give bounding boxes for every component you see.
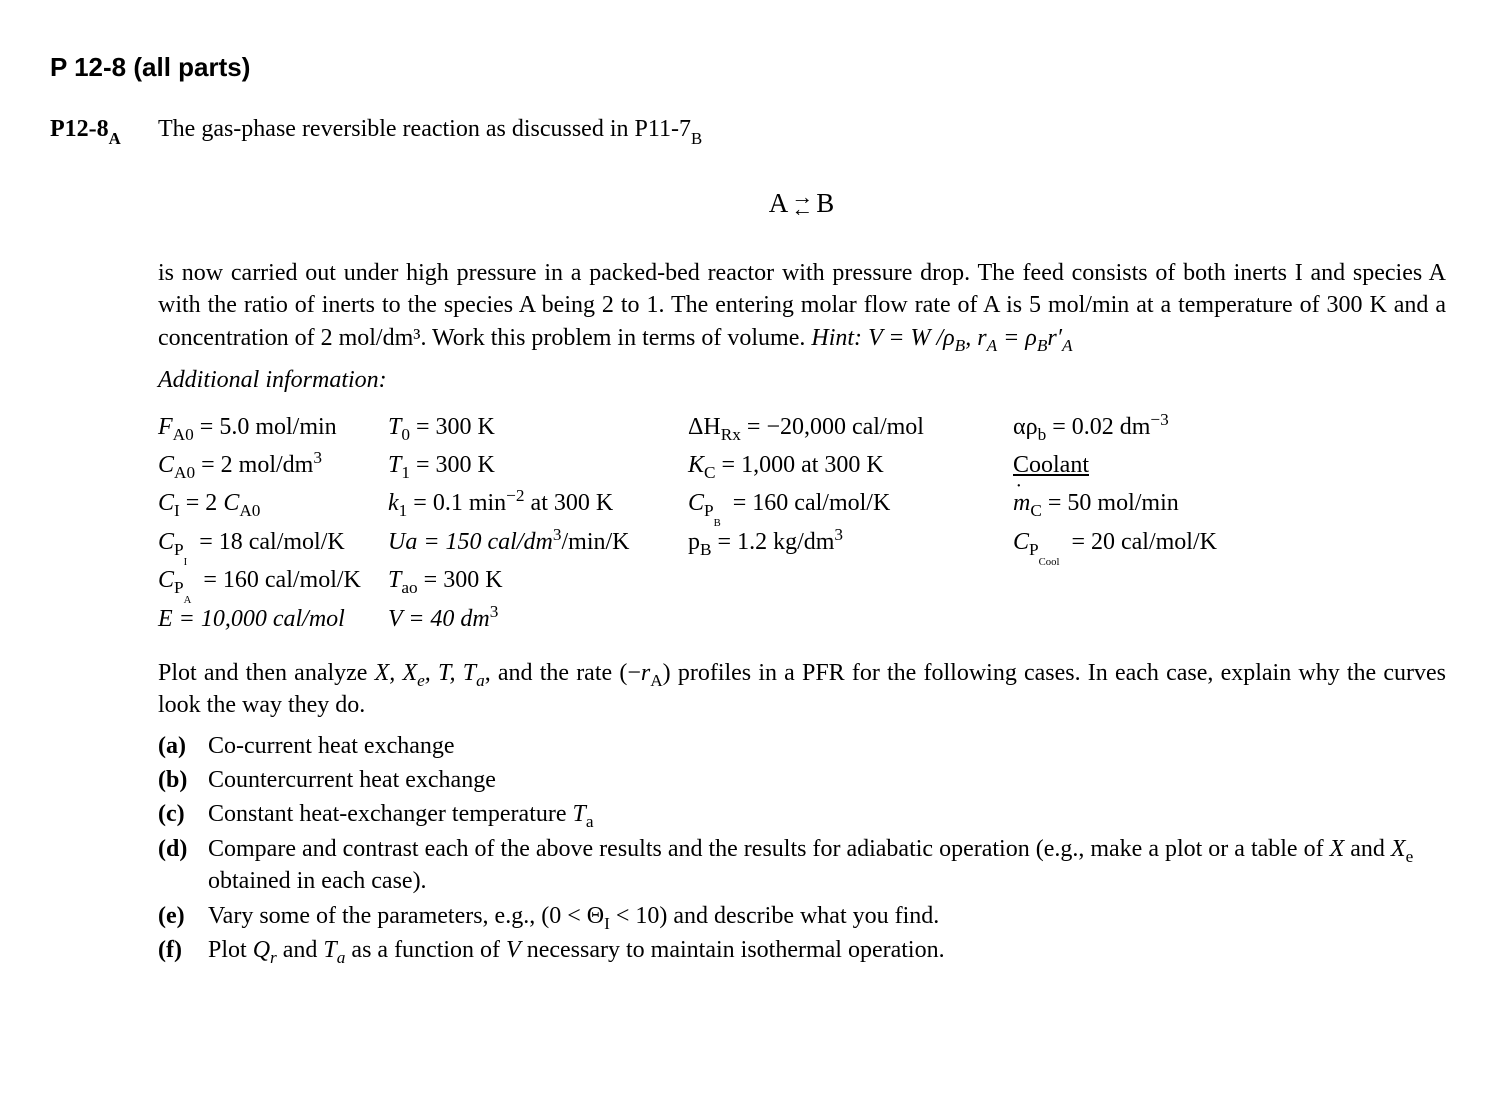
info-V: V = 40 dm3 (388, 603, 678, 635)
info-mc: mC = 50 mol/min (1013, 487, 1273, 519)
info-k1: k1 = 0.1 min−2 at 300 K (388, 487, 678, 519)
reaction-equation: A→←B (158, 185, 1446, 221)
eq-species-a: A (769, 188, 790, 218)
info-Tao: Tao = 300 K (388, 564, 678, 596)
part-c: (c) Constant heat-exchanger temperature … (158, 798, 1446, 830)
intro-text: The gas-phase reversible reaction as dis… (158, 116, 691, 142)
info-FA0: FA0 = 5.0 mol/min (158, 411, 378, 443)
info-CpCool: CPCool = 20 cal/mol/K (1013, 526, 1273, 558)
part-label: (b) (158, 764, 208, 796)
problem-id: P12-8A (50, 113, 158, 148)
problem-reference: P 12-8 (all parts) (50, 50, 1446, 85)
info-dHRx: ΔHRx = −20,000 cal/mol (688, 411, 1003, 443)
problem-id-prefix: P12-8 (50, 116, 109, 142)
info-CpI: CPI = 18 cal/mol/K (158, 526, 378, 558)
part-label: (c) (158, 798, 208, 830)
info-T0: T0 = 300 K (388, 411, 678, 443)
part-label: (d) (158, 833, 208, 898)
additional-info-heading: Additional information: (158, 364, 1446, 396)
part-f: (f) Plot Qr and Ta as a function of V ne… (158, 934, 1446, 966)
info-KC: KC = 1,000 at 300 K (688, 449, 1003, 481)
part-text: Vary some of the parameters, e.g., (0 < … (208, 900, 1446, 932)
part-e: (e) Vary some of the parameters, e.g., (… (158, 900, 1446, 932)
hint-label: Hint: (811, 325, 862, 351)
task-paragraph: Plot and then analyze X, Xe, T, Ta, and … (158, 657, 1446, 722)
intro-line: The gas-phase reversible reaction as dis… (158, 113, 1446, 148)
info-CpA: CPA = 160 cal/mol/K (158, 564, 378, 596)
info-coolant-heading: Coolant (1013, 449, 1273, 481)
info-grid: FA0 = 5.0 mol/min T0 = 300 K ΔHRx = −20,… (158, 411, 1446, 635)
problem-row: P12-8A The gas-phase reversible reaction… (50, 113, 1446, 968)
part-text: Plot Qr and Ta as a function of V necess… (208, 934, 1446, 966)
info-Ua: Ua = 150 cal/dm3/min/K (388, 526, 678, 558)
hint-eq: V = W /ρB, rA = ρBr′A (868, 325, 1072, 351)
part-text: Co-current heat exchange (208, 730, 1446, 762)
problem-id-sub: A (109, 129, 121, 148)
part-label: (f) (158, 934, 208, 966)
part-d: (d) Compare and contrast each of the abo… (158, 833, 1446, 898)
info-E: E = 10,000 cal/mol (158, 603, 378, 635)
part-a: (a) Co-current heat exchange (158, 730, 1446, 762)
problem-paragraph: is now carried out under high pressure i… (158, 257, 1446, 354)
info-T1: T1 = 300 K (388, 449, 678, 481)
info-alpha-rho: αρb = 0.02 dm−3 (1013, 411, 1273, 443)
info-CI: CI = 2 CA0 (158, 487, 378, 519)
info-pB: pB = 1.2 kg/dm3 (688, 526, 1003, 558)
info-CpB: CPB = 160 cal/mol/K (688, 487, 1003, 519)
problem-body: The gas-phase reversible reaction as dis… (158, 113, 1446, 968)
info-CA0: CA0 = 2 mol/dm3 (158, 449, 378, 481)
reversible-arrow-icon: →← (791, 191, 814, 215)
part-label: (a) (158, 730, 208, 762)
part-text: Constant heat-exchanger temperature Ta (208, 798, 1446, 830)
part-text: Compare and contrast each of the above r… (208, 833, 1446, 898)
part-text: Countercurrent heat exchange (208, 764, 1446, 796)
para-text: is now carried out under high pressure i… (158, 260, 1446, 351)
eq-species-b: B (816, 188, 835, 218)
part-b: (b) Countercurrent heat exchange (158, 764, 1446, 796)
parts-list: (a) Co-current heat exchange (b) Counter… (158, 730, 1446, 967)
part-label: (e) (158, 900, 208, 932)
intro-ref-sub: B (691, 129, 702, 148)
